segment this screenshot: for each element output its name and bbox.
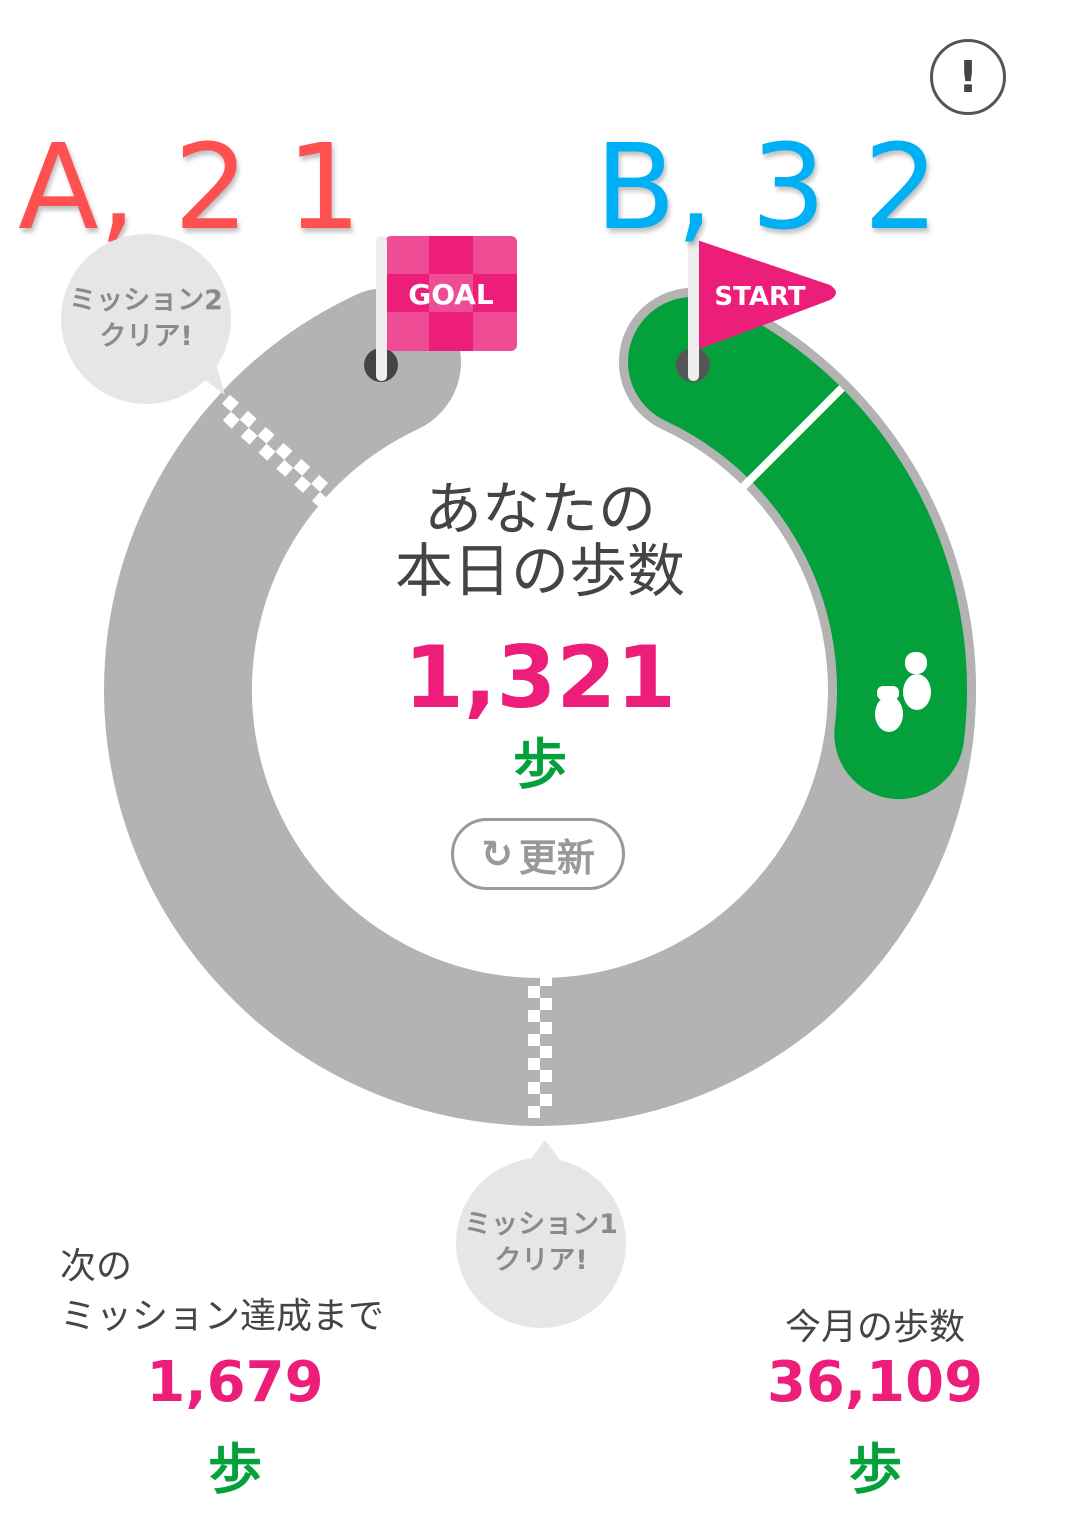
checker-square (258, 443, 276, 461)
refresh-label: 更新 (518, 835, 595, 880)
annotation-b: B, 3 2 (595, 118, 939, 256)
checker-square (293, 458, 311, 476)
checker-square (528, 1034, 540, 1046)
mission2-title: ミッション2 (69, 284, 223, 316)
refresh-icon: ↻ (481, 832, 513, 876)
checker-square (311, 474, 329, 492)
mission1-checker-line (528, 974, 552, 1118)
progress-arc (627, 296, 967, 800)
today-steps-unit: 歩 (513, 733, 567, 796)
progress-divider (740, 385, 845, 490)
checker-square (311, 491, 329, 509)
start-label: START (714, 282, 805, 312)
mission1-status: クリア! (494, 1245, 588, 1276)
checker-square (540, 1094, 552, 1106)
checker-square (528, 986, 540, 998)
mission1-bubble: ミッション1 クリア! (456, 1158, 626, 1328)
checker-square (540, 998, 552, 1010)
checker-square (540, 1022, 552, 1034)
checker-square (528, 1106, 540, 1118)
month-label: 今月の歩数 (784, 1307, 965, 1348)
today-title: あなたの 本日の歩数 (340, 478, 740, 602)
mission1-title: ミッション1 (464, 1208, 618, 1240)
exclamation-circle-icon: ! (957, 51, 979, 103)
checker-square (528, 1082, 540, 1094)
mission2-checker-line (221, 394, 329, 509)
next-mission-label-line1: 次の (60, 1246, 133, 1287)
month-steps: 36,109 (766, 1350, 984, 1415)
checker-square (275, 442, 293, 460)
goal-flag (364, 236, 517, 382)
next-mission-steps: 1,679 (146, 1350, 324, 1415)
refresh-button[interactable]: ↻ 更新 (451, 818, 625, 890)
goal-flag-checker (385, 236, 517, 351)
checker-square (294, 475, 312, 493)
checker-square (257, 426, 275, 444)
checker-square (221, 394, 239, 412)
today-title-line2: 本日の歩数 (394, 537, 685, 605)
checker-square (222, 411, 240, 429)
checker-square (528, 1058, 540, 1070)
checker-square (240, 427, 258, 445)
checker-square (540, 974, 552, 986)
flag-labels: GOAL START (408, 278, 806, 312)
mission1-bubble-tail (530, 1140, 560, 1160)
info-button[interactable]: ! (930, 39, 1006, 115)
checker-square (276, 459, 294, 477)
checker-square (239, 410, 257, 428)
checker-square (540, 1070, 552, 1082)
month-unit: 歩 (848, 1438, 902, 1501)
next-mission-label: 次の ミッション達成まで (60, 1242, 384, 1342)
footprints-icon (875, 652, 931, 732)
checker-square (528, 1010, 540, 1022)
mission2-bubble: ミッション2 クリア! (61, 234, 231, 404)
start-flag (676, 236, 836, 382)
goal-label: GOAL (408, 278, 494, 311)
mission2-status: クリア! (99, 321, 193, 352)
today-steps: 1,321 (403, 628, 677, 728)
annotation-a: A, 2 1 (18, 118, 362, 256)
today-title-line1: あなたの (423, 475, 656, 543)
mission2-bubble-tail (205, 360, 225, 395)
next-mission-label-line2: ミッション達成まで (60, 1296, 385, 1337)
checker-square (540, 1046, 552, 1058)
next-mission-unit: 歩 (208, 1438, 262, 1501)
